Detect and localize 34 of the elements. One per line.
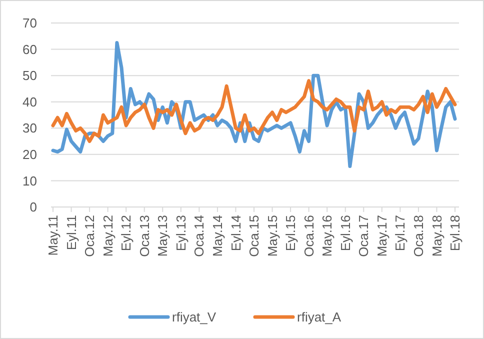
x-tick-label: May.17 xyxy=(374,215,390,257)
x-tick-label: May.16 xyxy=(320,215,335,257)
x-tick-label: May.13 xyxy=(155,215,170,257)
x-tick-label: Eyl.15 xyxy=(283,215,298,252)
x-tick-label: Eyl.14 xyxy=(228,215,244,252)
x-tick-label: Eyl.12 xyxy=(118,215,134,252)
legend-label: rfiyat_A xyxy=(297,310,342,325)
x-tick-label: May.12 xyxy=(100,215,116,257)
x-tick-label: Oca.16 xyxy=(301,215,316,257)
x-tick-label: Eyl.11 xyxy=(64,215,79,250)
x-tick-label: Eyl.18 xyxy=(448,215,463,252)
x-tick-label: May.18 xyxy=(429,215,444,257)
y-tick-label: 20 xyxy=(22,146,37,162)
y-tick-label: 40 xyxy=(22,94,37,110)
y-tick-label: 30 xyxy=(22,120,37,136)
y-tick-label: 10 xyxy=(22,173,37,188)
x-tick-label: Eyl.16 xyxy=(338,215,353,252)
y-tick-label: 0 xyxy=(30,200,37,215)
x-tick-label: Oca.18 xyxy=(411,215,426,257)
y-tick-label: 50 xyxy=(22,68,37,84)
x-tick-label: Oca.12 xyxy=(82,215,98,257)
x-tick-label: May.15 xyxy=(264,215,280,257)
y-tick-label: 60 xyxy=(22,42,37,57)
legend-label: rfiyat_V xyxy=(172,310,216,325)
x-tick-label: May.14 xyxy=(210,215,226,257)
y-tick-label: 70 xyxy=(22,16,37,31)
x-tick-label: Eyl.13 xyxy=(173,215,188,252)
x-tick-label: Eyl.17 xyxy=(392,215,408,252)
x-tick-label: Oca.17 xyxy=(356,215,372,257)
x-tick-label: May.11 xyxy=(46,215,61,256)
line-series xyxy=(51,79,457,144)
x-tick-label: Oca.14 xyxy=(192,215,207,257)
x-tick-label: Oca.15 xyxy=(246,215,262,257)
x-tick-label: Oca.13 xyxy=(136,215,152,257)
